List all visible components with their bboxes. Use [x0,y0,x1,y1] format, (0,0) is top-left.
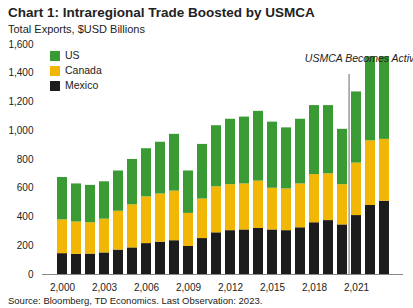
html-text:Canada: Canada [65,64,102,76]
svg-text:1,200: 1,200 [8,96,33,107]
html-text:US: US [65,49,80,61]
svg-text:2,018: 2,018 [302,282,327,293]
svg-text:2,015: 2,015 [260,282,285,293]
svg-text:2,009: 2,009 [176,282,201,293]
html-text:Mexico: Mexico [65,79,99,91]
svg-text:2,006: 2,006 [134,282,159,293]
svg-text:400: 400 [17,211,34,222]
svg-text:1,000: 1,000 [8,125,33,136]
svg-text:600: 600 [17,182,34,193]
html-text:Source: Bloomberg, TD Economic: Source: Bloomberg, TD Economics. Last Ob… [8,295,263,306]
svg-text:2,021: 2,021 [344,282,369,293]
svg-text:2,003: 2,003 [92,282,117,293]
svg-text:200: 200 [17,240,34,251]
html-text:Total Exports, $USD Billions: Total Exports, $USD Billions [8,23,145,35]
svg-text:800: 800 [17,154,34,165]
svg-text:1,400: 1,400 [8,67,33,78]
html-text:Chart 1: Intraregional Trade B: Chart 1: Intraregional Trade Boosted by … [8,5,315,20]
svg-text:USMCA Becomes Active: USMCA Becomes Active [305,52,413,64]
svg-text:0: 0 [28,269,34,280]
svg-text:2,012: 2,012 [218,282,243,293]
svg-text:1,600: 1,600 [8,39,33,50]
svg-text:2,000: 2,000 [50,282,75,293]
